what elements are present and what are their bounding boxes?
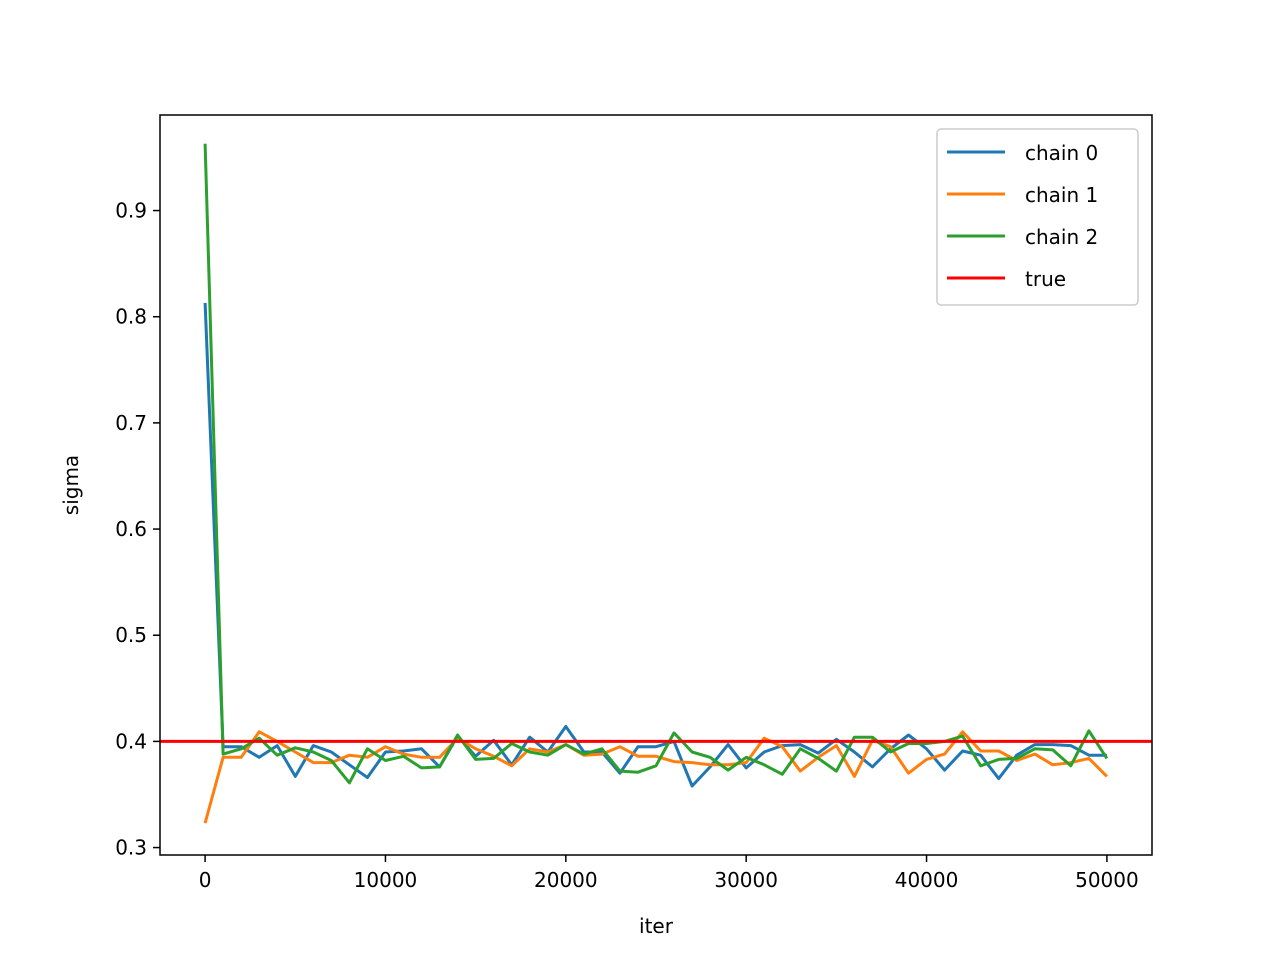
legend-label-chain-0: chain 0 [1025,141,1098,165]
series-line-chain-0 [203,302,1107,788]
legend-label-true: true [1025,267,1066,291]
y-axis-label: sigma [59,455,83,515]
legend-box [936,128,1139,306]
axis-ticks: 0 10000 20000 30000 40000 50000 0.3 0.4 0.5 0.6 0.… [115,199,1139,892]
x-tick-label: 40000 [895,868,959,892]
x-tick-label: 0 [199,868,212,892]
y-tick-label: 0.9 [115,199,147,223]
y-tick-label: 0.5 [115,623,147,647]
legend: chain 0 chain 1 chain 2 true [936,128,1139,306]
plot-lines [160,143,1152,824]
x-tick-label: 10000 [354,868,418,892]
y-tick-label: 0.4 [115,729,147,753]
y-tick-label: 0.8 [115,305,147,329]
y-tick-label: 0.3 [115,836,147,860]
axes-frame [159,114,1153,856]
legend-label-chain-1: chain 1 [1025,183,1098,207]
series-line-chain-2 [203,143,1109,785]
x-tick-label: 20000 [534,868,598,892]
x-axis-label: iter [639,914,674,938]
y-tick-label: 0.7 [115,411,147,435]
y-tick-label: 0.6 [115,517,147,541]
x-tick-label: 50000 [1075,868,1139,892]
x-tick-label: 30000 [714,868,778,892]
legend-label-chain-2: chain 2 [1025,225,1098,249]
